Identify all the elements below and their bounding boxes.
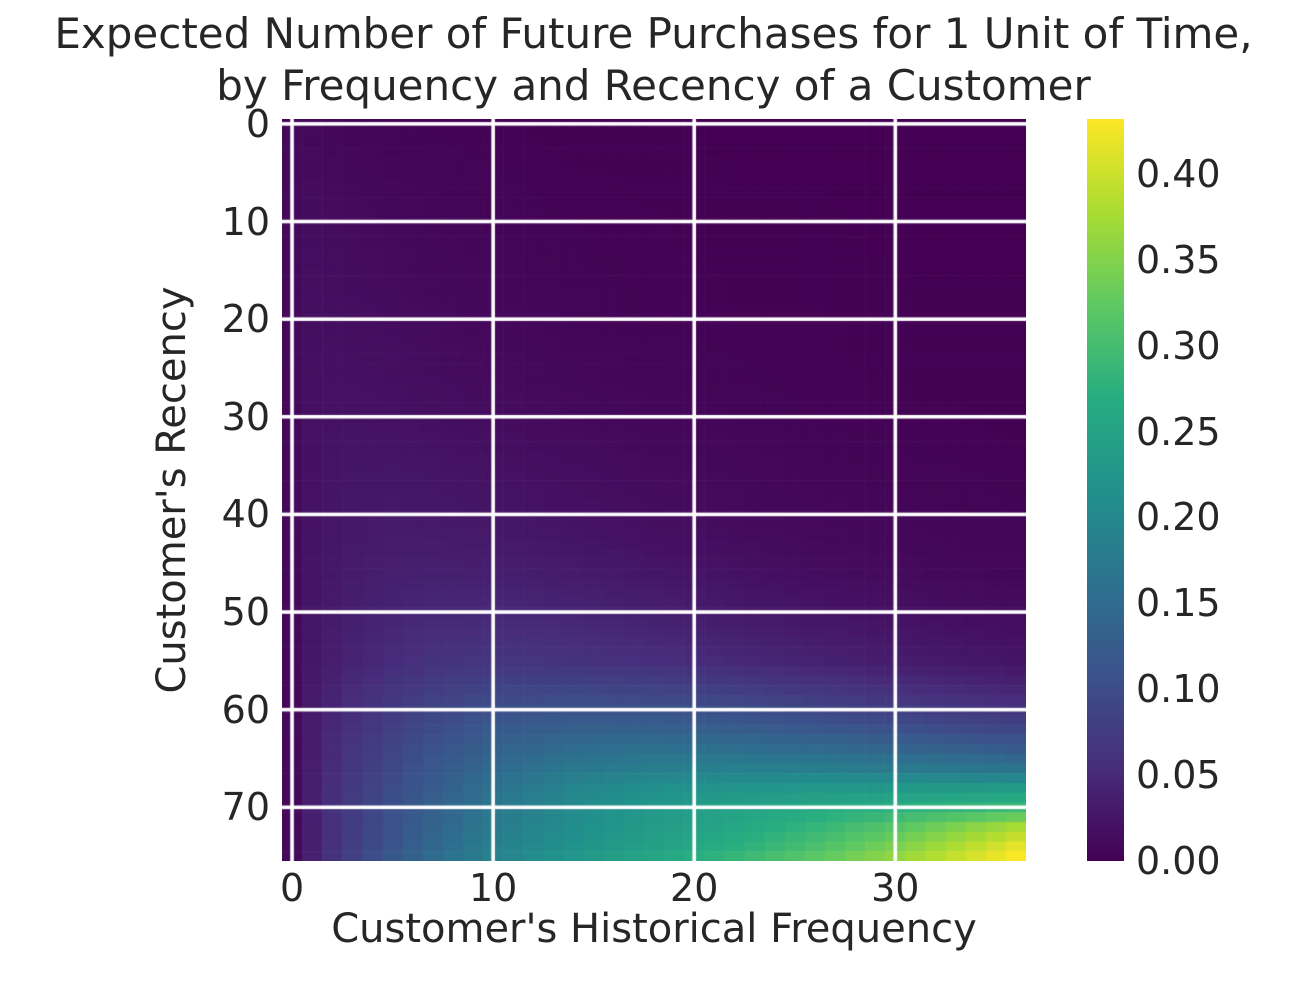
- colorbar-tick-label: 0.20: [1136, 495, 1221, 540]
- colorbar-tick-label: 0.15: [1136, 581, 1221, 626]
- colorbar-tick-label: 0.05: [1136, 753, 1221, 798]
- x-tick-label: 20: [670, 866, 719, 910]
- y-tick-label: 50: [221, 590, 270, 635]
- colorbar-tick-label: 0.30: [1136, 323, 1221, 368]
- y-tick-label: 70: [221, 785, 270, 830]
- x-tick-label: 0: [279, 866, 305, 910]
- colorbar: [1087, 119, 1124, 861]
- chart-title-line2: by Frequency and Recency of a Customer: [216, 61, 1091, 111]
- colorbar-tick-label: 0.10: [1136, 667, 1221, 712]
- colorbar-tick-label: 0.35: [1136, 237, 1221, 282]
- y-tick-label: 30: [221, 394, 270, 439]
- x-tick-label: 30: [871, 866, 920, 910]
- y-tick-label: 0: [245, 101, 270, 146]
- y-tick-label: 20: [221, 297, 270, 342]
- colorbar-tick-label: 0.40: [1136, 151, 1221, 196]
- heatmap-plot-area: [282, 119, 1026, 861]
- y-tick-label: 60: [221, 687, 270, 732]
- heatmap-canvas: [282, 119, 1026, 861]
- x-axis-label: Customer's Historical Frequency: [331, 906, 977, 952]
- chart-title-line1: Expected Number of Future Purchases for …: [54, 9, 1253, 58]
- x-tick-label: 10: [468, 866, 518, 910]
- colorbar-tick-label: 0.25: [1136, 409, 1221, 454]
- chart-title: Expected Number of Future Purchases for …: [0, 8, 1307, 112]
- y-tick-label: 40: [221, 492, 270, 537]
- colorbar-tick-label: 0.00: [1136, 839, 1221, 883]
- y-axis-label: Customer's Recency: [149, 286, 195, 694]
- y-tick-label: 10: [221, 199, 270, 244]
